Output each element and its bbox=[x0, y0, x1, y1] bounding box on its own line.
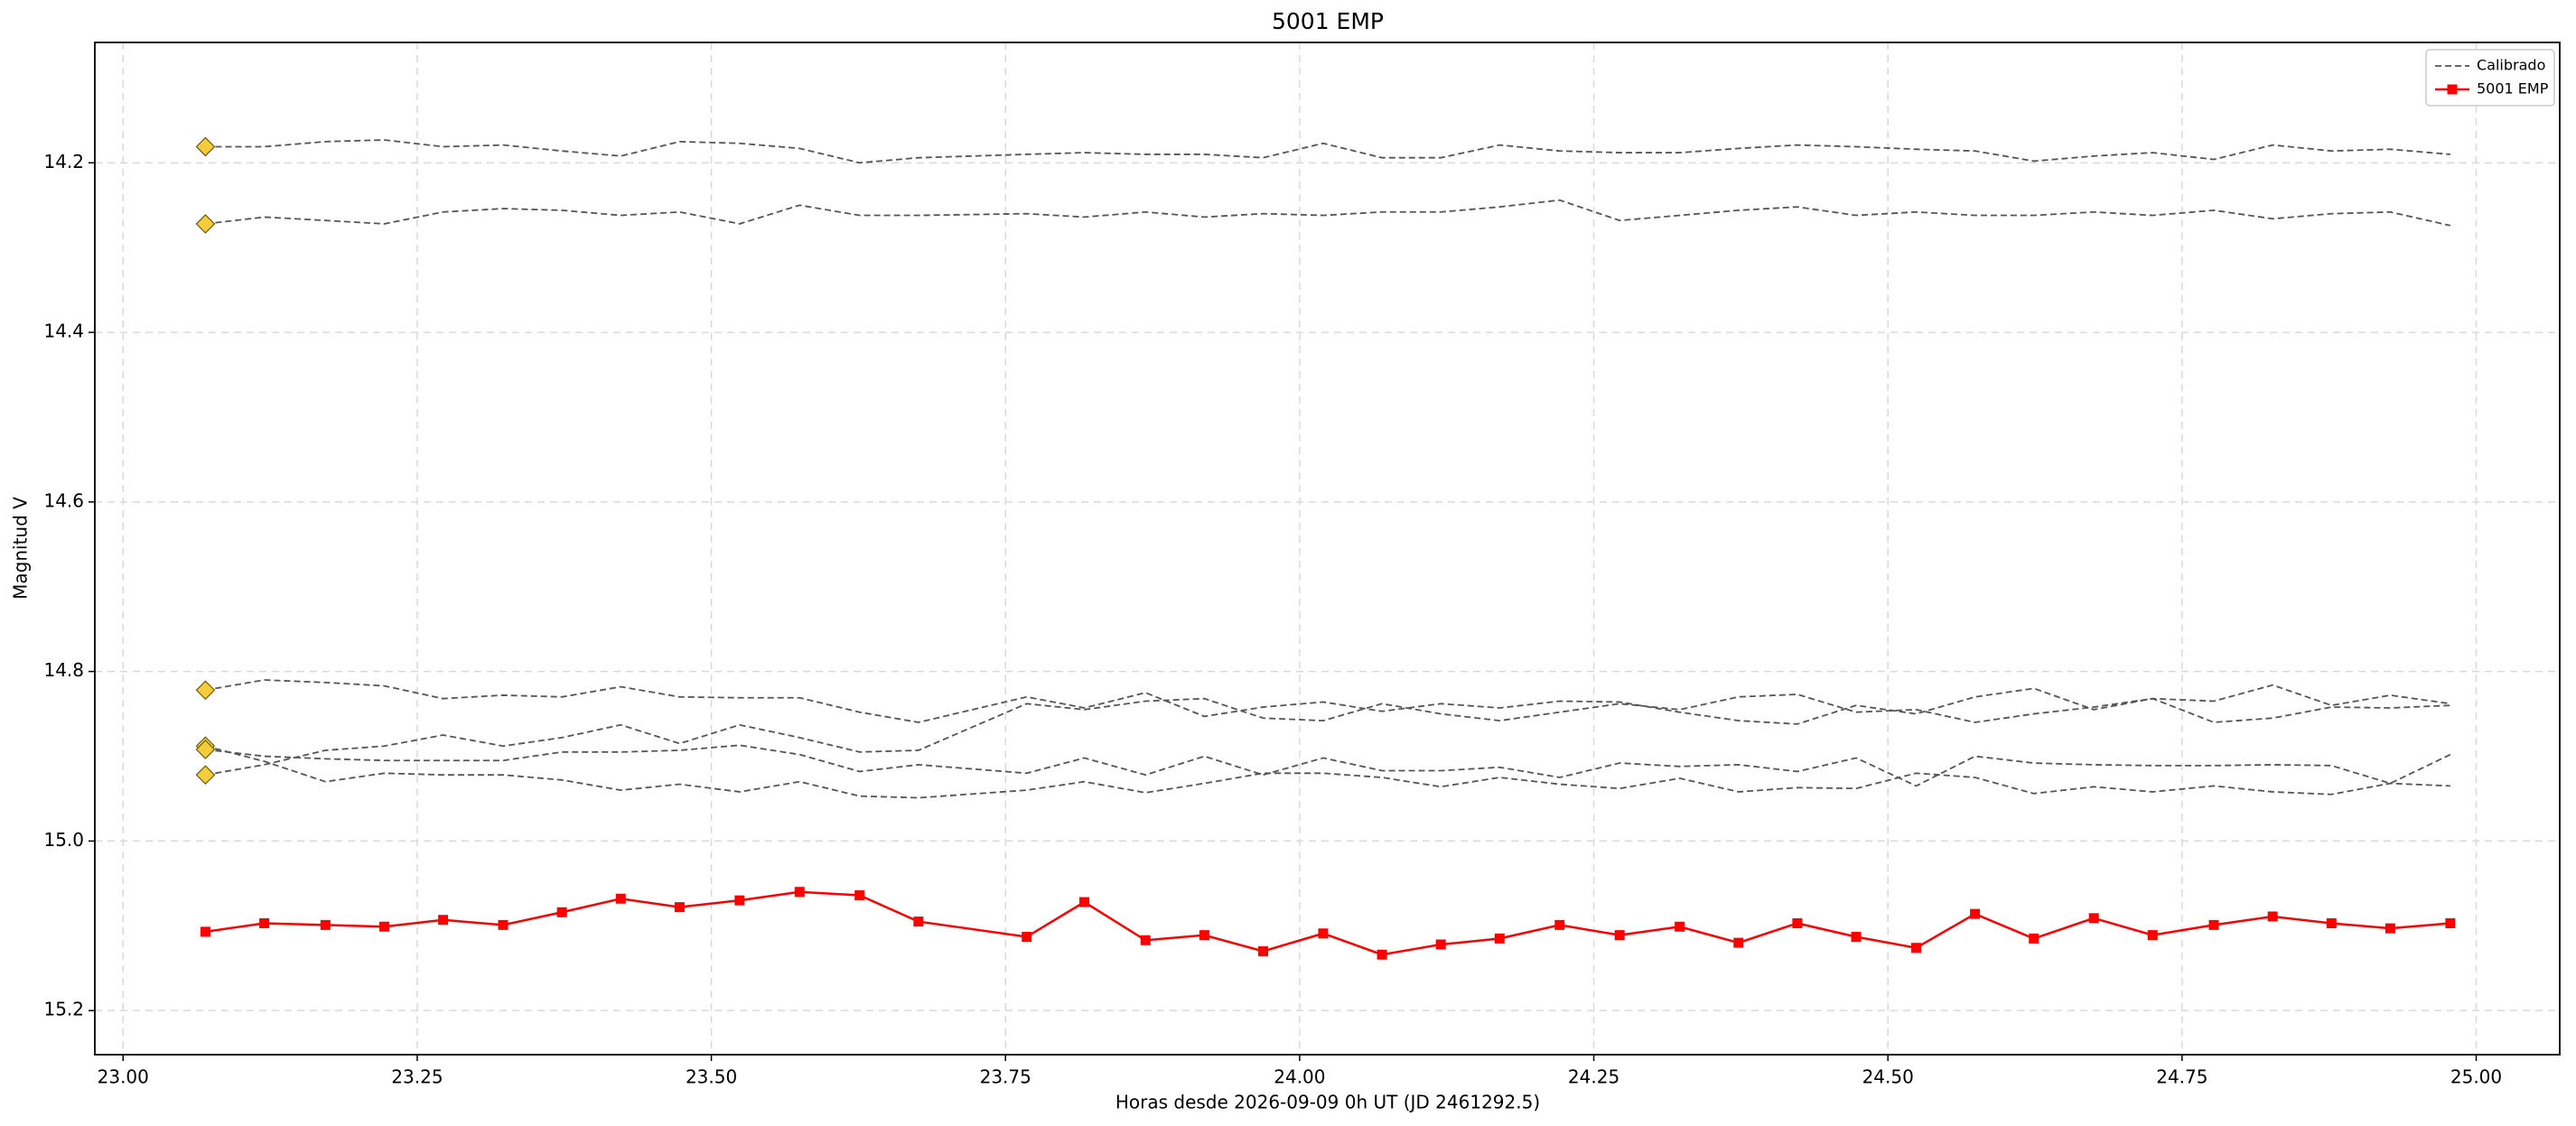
plot-frame bbox=[94, 42, 2561, 1056]
x-tick-label: 23.25 bbox=[391, 1066, 443, 1088]
data-point bbox=[2267, 911, 2278, 922]
data-point bbox=[1435, 939, 1446, 950]
data-point bbox=[1910, 943, 1921, 954]
data-point bbox=[1733, 937, 1744, 948]
data-point bbox=[1022, 931, 1032, 942]
y-tick-label: 15.0 bbox=[43, 829, 84, 851]
data-point bbox=[794, 887, 805, 898]
data-line bbox=[205, 679, 2450, 725]
data-point bbox=[1675, 921, 1685, 932]
y-tick-label: 15.2 bbox=[43, 999, 84, 1020]
data-point bbox=[1614, 930, 1625, 941]
data-line bbox=[205, 744, 2451, 787]
x-tick-label: 23.00 bbox=[98, 1066, 149, 1088]
data-point bbox=[556, 907, 567, 917]
x-tick-label: 24.50 bbox=[1862, 1066, 1914, 1088]
start-marker bbox=[195, 680, 216, 701]
data-point bbox=[1554, 919, 1565, 930]
data-line bbox=[205, 693, 2450, 777]
start-marker bbox=[195, 740, 216, 759]
data-point bbox=[734, 895, 745, 906]
data-point bbox=[498, 919, 509, 930]
data-line bbox=[205, 199, 2451, 227]
data-point bbox=[1318, 928, 1329, 939]
x-tick-label: 24.25 bbox=[1568, 1066, 1619, 1088]
data-line bbox=[205, 890, 2450, 956]
x-tick-label: 23.75 bbox=[980, 1066, 1031, 1088]
x-tick-label: 25.00 bbox=[2450, 1066, 2502, 1088]
data-point bbox=[1199, 930, 1209, 941]
x-tick-label: 23.50 bbox=[686, 1066, 737, 1088]
data-point bbox=[1494, 933, 1505, 944]
y-tick-label: 14.6 bbox=[43, 489, 84, 511]
data-point bbox=[438, 915, 449, 926]
data-line bbox=[205, 745, 2450, 799]
data-point bbox=[1792, 917, 1803, 928]
data-point bbox=[615, 893, 626, 904]
data-point bbox=[2326, 917, 2337, 928]
y-tick-label: 14.8 bbox=[43, 659, 84, 681]
data-point bbox=[2029, 933, 2039, 944]
legend-marker bbox=[2447, 84, 2458, 95]
y-axis-label: Magnitud V bbox=[10, 497, 32, 600]
data-point bbox=[1970, 908, 1981, 919]
data-point bbox=[2445, 917, 2456, 928]
x-axis-label: Horas desde 2026-09-09 0h UT (JD 2461292… bbox=[1115, 1092, 1540, 1113]
x-tick-label: 24.00 bbox=[1274, 1066, 1325, 1088]
legend-label: 5001 EMP bbox=[2477, 80, 2549, 98]
data-point bbox=[1079, 897, 1090, 907]
data-point bbox=[913, 917, 924, 927]
x-tick-label: 24.75 bbox=[2156, 1066, 2207, 1088]
data-point bbox=[1140, 935, 1151, 945]
data-point bbox=[2385, 923, 2395, 934]
start-marker bbox=[195, 765, 216, 786]
chart-title: 5001 EMP bbox=[1272, 8, 1384, 34]
data-point bbox=[674, 902, 685, 913]
legend-box bbox=[2425, 49, 2555, 107]
data-point bbox=[378, 921, 389, 932]
data-point bbox=[1258, 945, 1269, 956]
data-point bbox=[200, 926, 210, 937]
data-point bbox=[854, 889, 865, 900]
data-point bbox=[320, 919, 331, 930]
data-point bbox=[1377, 949, 1387, 960]
start-marker bbox=[195, 214, 216, 234]
legend-label: Calibrado bbox=[2477, 57, 2545, 74]
y-tick-label: 14.2 bbox=[43, 151, 84, 172]
data-point bbox=[2088, 913, 2099, 924]
data-line bbox=[205, 139, 2450, 164]
data-point bbox=[259, 917, 270, 928]
data-point bbox=[1851, 931, 1862, 942]
data-point bbox=[2208, 919, 2219, 930]
data-point bbox=[2147, 930, 2158, 941]
y-tick-label: 14.4 bbox=[43, 321, 84, 342]
start-marker bbox=[195, 136, 216, 157]
